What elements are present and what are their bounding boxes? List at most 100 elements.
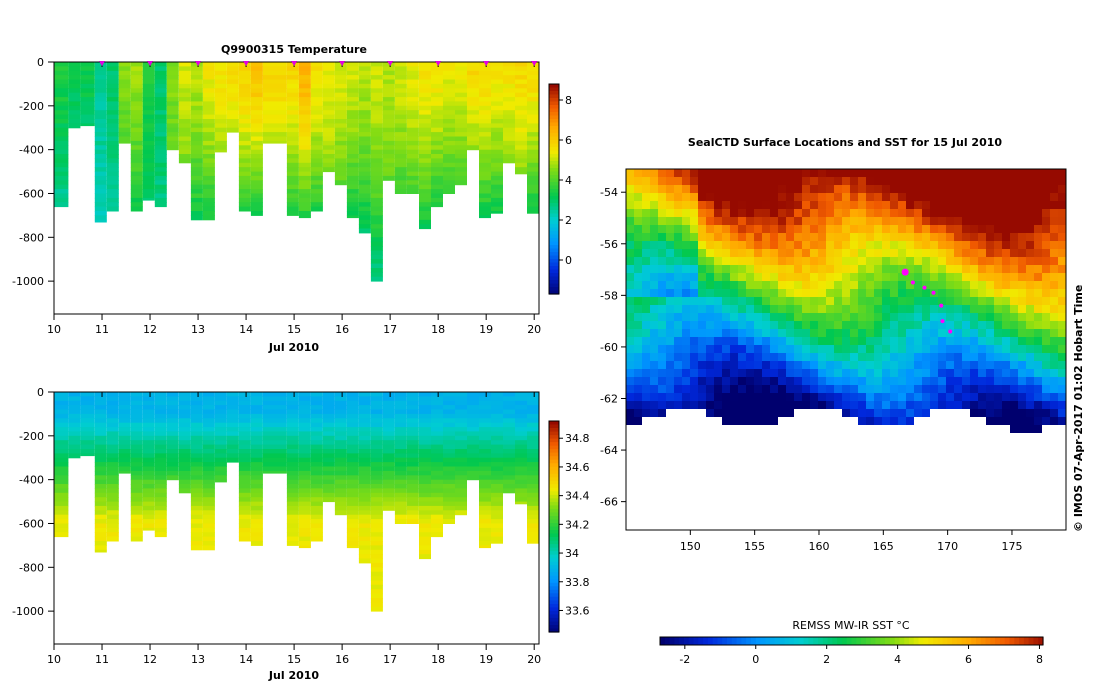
sst-cell [754,169,762,177]
sst-cell [994,409,1002,417]
sst-cell [954,393,962,401]
sst-cell [922,249,930,257]
section-cell [358,162,371,168]
sst-cell [930,361,938,369]
sst-cell [778,313,786,321]
section-cell [142,427,155,432]
section-cell [419,549,431,555]
section-cell [238,392,251,397]
section-cell [166,427,179,432]
section-cell [491,171,503,177]
sst-cell [954,273,962,281]
section-cell [154,79,167,85]
section-cell [346,211,359,216]
sst-cell [898,289,906,297]
section-cell [479,479,491,485]
section-cell [68,409,81,415]
sst-cell [938,281,946,289]
section-cell [298,123,311,129]
sst-cell [1002,217,1010,225]
section-cell [431,427,443,432]
sst-cell [874,217,882,225]
sst-cell [746,241,754,249]
sst-cell [666,313,674,321]
section-cell [298,66,311,72]
section-cell [310,396,323,402]
sst-cell [786,393,794,401]
sst-cell [882,249,890,257]
sst-cell [682,361,690,369]
sst-cell [930,393,938,401]
section-cell [515,123,527,129]
section-cell [334,444,347,450]
section-cell [443,167,455,173]
section-cell [346,418,359,424]
section-cell [419,427,431,432]
section-cell [214,466,227,472]
section-cell [431,132,443,137]
section-cell [310,184,323,190]
section-cell [431,79,443,85]
section-cell [54,505,69,511]
sst-cell [898,217,906,225]
section-cell [515,110,527,116]
sst-cell [930,217,938,225]
sst-cell [1010,409,1018,417]
section-cell [370,162,383,168]
section-cell [154,457,167,463]
sst-cell [738,257,746,265]
sst-cell [714,369,722,377]
sst-colorbar-segment [904,637,910,645]
sst-cell [850,257,858,265]
sst-cell [970,369,978,377]
section-cell [106,171,119,177]
section-cell [527,519,539,524]
section-cell [310,197,323,203]
section-cell [491,409,503,415]
section-cell [226,83,239,89]
section-cell [406,466,419,472]
sst-cell [1026,249,1034,257]
section-cell [298,211,311,216]
colorbar-segment [549,544,559,549]
sst-colorbar-segment [885,637,891,645]
section-cell [455,444,467,450]
section-cell [431,119,443,124]
section-cell [178,405,191,410]
sst-cell [658,377,666,385]
sst-cell [810,385,818,393]
section-cell [394,435,407,441]
section-cell [431,479,443,485]
sst-cell [842,273,850,281]
sst-cell [1050,169,1058,177]
sst-cell [946,353,954,361]
sst-cell [738,401,746,409]
sst-cell [866,337,874,345]
section-cell [515,171,527,175]
section-cell [406,83,419,89]
section-cell [202,184,215,190]
sst-cell [786,385,794,393]
sst-cell [818,249,826,257]
sst-cell [866,409,874,417]
sst-colorbar-tick-label: 0 [752,653,759,666]
section-cell [431,105,443,111]
section-cell [190,119,203,124]
sst-colorbar-segment [664,637,671,645]
sst-cell [754,193,762,201]
colorbar-segment [549,171,559,176]
sst-cell [1018,193,1026,201]
section-cell [334,162,347,168]
section-cell [310,202,323,208]
sst-cell [706,289,714,297]
sst-cell [722,225,730,233]
sst-cell [634,385,642,393]
section-cell [394,110,407,116]
sst-cell [1010,377,1018,385]
sst-cell [706,209,714,217]
sst-cell [698,377,706,385]
sst-cell [858,409,866,417]
section-cell [467,405,479,410]
section-cell [491,184,503,190]
sst-cell [1058,233,1066,241]
